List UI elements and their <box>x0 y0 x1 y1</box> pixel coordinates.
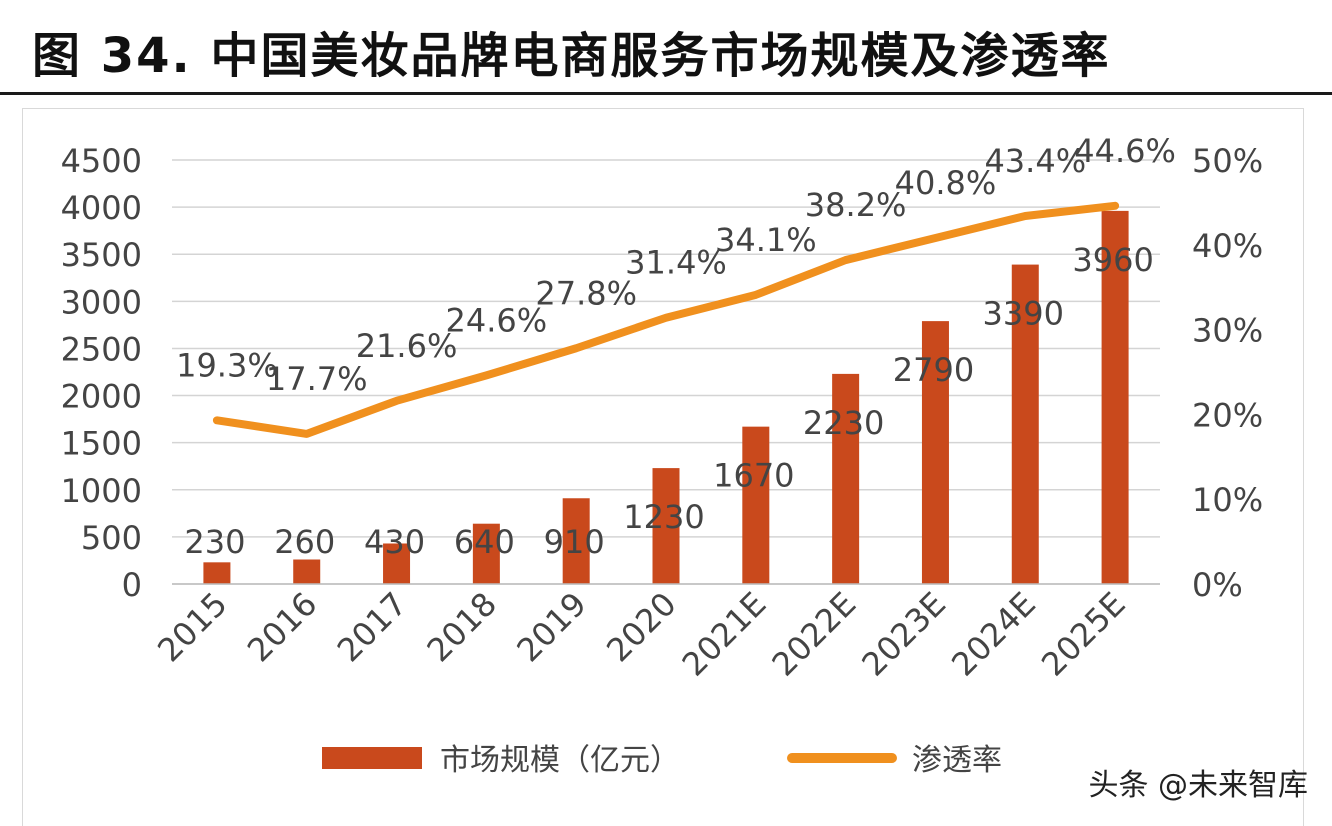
line-data-label: 40.8% <box>895 164 997 202</box>
legend-label-bars: 市场规模（亿元） <box>440 743 680 778</box>
bar-data-label: 1230 <box>623 498 704 536</box>
penetration-line <box>212 201 1120 438</box>
figure-title: 图 34. 中国美妆品牌电商服务市场规模及渗透率 <box>32 28 1111 84</box>
line-data-label: 19.3% <box>176 346 278 384</box>
x-tick-label: 2019 <box>509 585 593 669</box>
bar-data-label: 3960 <box>1072 241 1153 279</box>
x-tick-label: 2015 <box>150 585 234 669</box>
bar-data-label: 910 <box>544 523 605 561</box>
bar <box>562 498 590 584</box>
x-tick-label: 2018 <box>420 585 504 669</box>
bar-data-label: 2230 <box>803 404 884 442</box>
y-left-tick-label: 1000 <box>61 472 142 510</box>
x-tick-label: 2024E <box>944 585 1043 684</box>
x-tick-label: 2023E <box>854 585 953 684</box>
bar <box>832 373 860 584</box>
y-right-tick-label: 0% <box>1192 566 1243 604</box>
line-data-label: 31.4% <box>625 244 727 282</box>
y-left-tick-label: 2000 <box>61 378 142 416</box>
y-left-tick-label: 1500 <box>61 425 142 463</box>
bar <box>383 543 411 584</box>
bar-data-label: 2790 <box>893 351 974 389</box>
y-right-tick-label: 30% <box>1192 312 1263 350</box>
y-left-tick-label: 2500 <box>61 330 142 368</box>
bar-data-label: 3390 <box>983 295 1064 333</box>
y-right-tick-label: 40% <box>1192 227 1263 265</box>
title-rule <box>0 92 1332 95</box>
header: 图 34. 中国美妆品牌电商服务市场规模及渗透率 <box>0 0 1332 96</box>
y-left-tick-label: 3500 <box>61 236 142 274</box>
x-tick-label: 2020 <box>599 585 683 669</box>
bar <box>742 426 770 584</box>
chart-panel <box>22 108 1304 826</box>
bar <box>472 523 500 584</box>
line-data-label: 17.7% <box>266 360 368 398</box>
y-right-tick-label: 20% <box>1192 396 1263 434</box>
y-left-tick-label: 0 <box>122 566 142 604</box>
line-data-label: 21.6% <box>356 327 458 365</box>
x-tick-label: 2017 <box>330 585 414 669</box>
line-data-label: 24.6% <box>446 301 548 339</box>
y-left-tick-label: 3000 <box>61 283 142 321</box>
line-data-label: 27.8% <box>535 274 637 312</box>
line-data-label: 34.1% <box>715 221 817 259</box>
bar-data-label: 260 <box>274 523 335 561</box>
line-data-label: 44.6% <box>1074 132 1176 170</box>
x-tick-label: 2016 <box>240 585 324 669</box>
bar <box>1011 264 1039 584</box>
bar-data-label: 430 <box>364 523 425 561</box>
bar <box>293 559 321 584</box>
y-right-tick-label: 10% <box>1192 481 1263 519</box>
bar-data-label: 230 <box>184 523 245 561</box>
x-tick-label: 2025E <box>1034 585 1133 684</box>
bar <box>203 562 231 584</box>
x-tick-label: 2022E <box>765 585 864 684</box>
line-data-label: 43.4% <box>984 142 1086 180</box>
bar <box>1101 210 1129 584</box>
line-data-label: 38.2% <box>805 186 907 224</box>
x-tick-label: 2021E <box>675 585 774 684</box>
bar-data-label: 640 <box>454 523 515 561</box>
watermark: 头条 @未来智库 <box>1088 768 1308 803</box>
y-right-tick-label: 50% <box>1192 142 1263 180</box>
legend-swatch-bars <box>322 747 422 769</box>
bar-data-label: 1670 <box>713 457 794 495</box>
bar <box>921 321 949 584</box>
bar <box>652 468 680 584</box>
y-left-tick-label: 4000 <box>61 189 142 227</box>
y-left-tick-label: 500 <box>81 519 142 557</box>
legend-label-line: 渗透率 <box>912 743 1002 778</box>
y-left-tick-label: 4500 <box>61 142 142 180</box>
